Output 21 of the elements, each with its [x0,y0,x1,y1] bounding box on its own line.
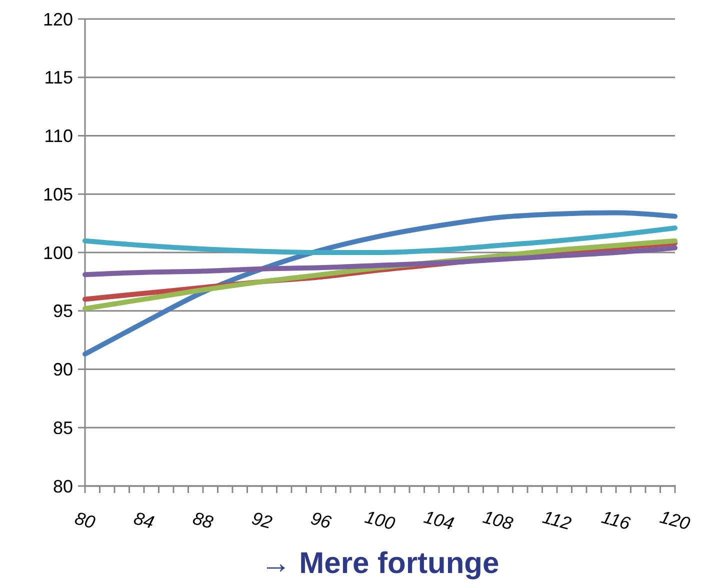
x-axis-title: → Mere fortunge [260,547,500,580]
x-tick-label: 104 [422,506,456,534]
x-tick-label: 112 [540,506,574,534]
y-tick-label: 115 [44,68,73,88]
x-tick-label: 84 [132,508,156,533]
y-tick-label: 100 [42,242,73,263]
x-tick-label: 96 [308,508,334,533]
x-tick-label: 100 [362,506,398,534]
y-tick-label: 120 [42,9,73,30]
x-tick-label: 116 [599,506,634,534]
y-tick-label: 90 [52,360,73,380]
y-tick-label: 85 [52,418,73,438]
x-tick-label: 80 [72,508,98,533]
y-tick-label: 105 [42,184,73,204]
x-tick-label: 108 [480,506,516,534]
y-tick-label: 80 [52,476,73,496]
x-tick-label: 88 [190,508,216,533]
x-tick-label: 120 [658,506,692,534]
x-tick-label: 92 [250,508,274,533]
y-tick-label: 110 [44,126,73,146]
y-tick-label: 95 [52,301,73,322]
